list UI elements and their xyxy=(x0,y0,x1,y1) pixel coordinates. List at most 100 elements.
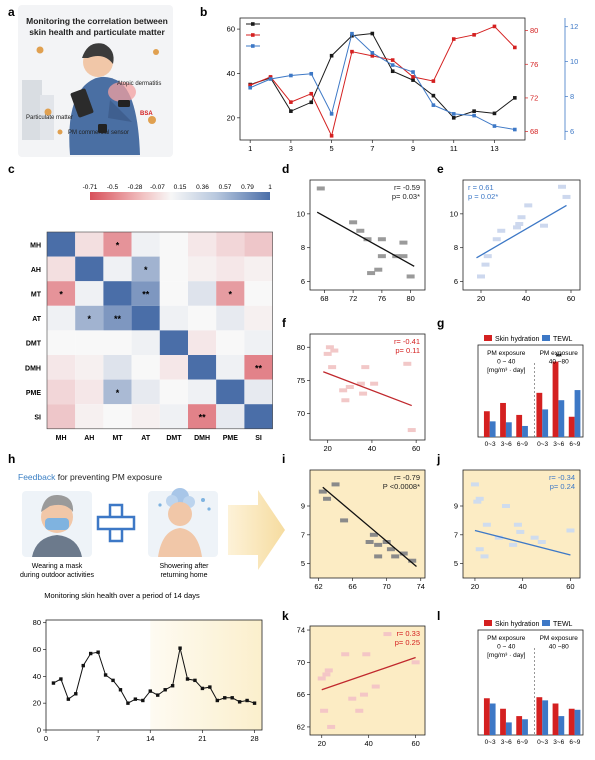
legend-label: TEWL xyxy=(553,336,573,343)
x-tick-label: 40 xyxy=(368,444,376,453)
y-tick-label: 8 xyxy=(301,243,305,252)
stats-label: r= 0.33 xyxy=(396,629,420,638)
scatter-point xyxy=(369,532,378,537)
x-tick-label: 13 xyxy=(490,144,498,153)
scatter-point xyxy=(383,632,392,637)
data-point-pm xyxy=(513,96,517,100)
heatmap-cell xyxy=(131,281,160,306)
heatmap-cell xyxy=(188,404,217,429)
legend-label: TEWL xyxy=(553,621,573,628)
heatmap-cell xyxy=(216,379,245,405)
bar-skin-hydration xyxy=(500,708,506,735)
heatmap-cell xyxy=(188,232,217,257)
scatter-point xyxy=(473,499,482,504)
category-label: 0~3 xyxy=(485,739,496,746)
y-tick-label: 70 xyxy=(297,658,305,667)
footer-monitoring-text: Monitoring skin health over a period of … xyxy=(44,591,200,600)
panel-letter-c: c xyxy=(8,162,15,176)
y-tick-label: 0 xyxy=(37,726,41,735)
plot-frame xyxy=(309,333,426,441)
plus-icon xyxy=(96,503,136,543)
data-point-tewl xyxy=(248,85,252,90)
data-point-pm xyxy=(118,688,123,692)
stats-label: r= -0.34 xyxy=(549,473,575,482)
heatmap-row-label: AT xyxy=(32,316,42,323)
scatter-point xyxy=(399,254,408,259)
y-left-tick-label: 60 xyxy=(227,25,235,34)
heatmap-cell xyxy=(75,379,104,405)
scatter-point xyxy=(363,237,372,242)
data-point-hydration xyxy=(492,24,497,29)
data-point-pm xyxy=(133,697,138,701)
heatmap-cell xyxy=(159,281,188,306)
stats-label: p= 0.24 xyxy=(550,482,575,491)
data-point-pm xyxy=(215,698,220,703)
heatmap-cell xyxy=(75,404,104,429)
heatmap-cell xyxy=(216,232,245,257)
data-point-pm xyxy=(411,78,415,82)
scatter-point xyxy=(356,381,365,386)
scatter-point xyxy=(408,558,417,563)
particle-icon xyxy=(148,116,156,124)
scatter-point xyxy=(377,254,386,259)
stats-label: r = 0.61 xyxy=(468,183,494,192)
heatmap-row-label: SI xyxy=(34,415,41,422)
bsa-sensor-device xyxy=(118,100,130,107)
colorbar-tick-label: -0.71 xyxy=(83,184,98,191)
scatter-point xyxy=(411,660,420,665)
data-point-pm xyxy=(252,701,257,705)
bar-tewl xyxy=(489,703,496,735)
heatmap-cell xyxy=(131,232,160,257)
data-point-pm xyxy=(451,116,456,120)
heatmap-cell xyxy=(244,330,273,355)
bar-skin-hydration xyxy=(568,416,575,437)
scatter-point xyxy=(359,391,368,396)
group-label: [mg/m³ · day] xyxy=(487,652,525,659)
y-right2-tick-label: 6 xyxy=(570,127,574,136)
scatter-point xyxy=(386,547,395,552)
shower-person-body xyxy=(158,528,202,557)
y-tick-label: 66 xyxy=(297,690,305,699)
person-hair xyxy=(82,43,114,64)
colorbar-tick-label: 1 xyxy=(268,184,272,191)
regression-line xyxy=(476,204,567,259)
x-tick-label: 14 xyxy=(146,734,154,743)
mask-person-hair xyxy=(41,494,74,512)
scatter-point xyxy=(371,684,380,689)
face-mask-icon xyxy=(45,518,69,530)
series-line-pm xyxy=(53,648,255,704)
bar-skin-hydration xyxy=(536,697,543,735)
data-point-pm xyxy=(74,692,78,696)
building-shape xyxy=(40,95,54,140)
category-label: 0~3 xyxy=(537,441,548,448)
scatter-point xyxy=(470,482,479,487)
heatmap-col-label: AT xyxy=(141,435,151,442)
x-tick-label: 72 xyxy=(349,294,357,303)
heatmap-cell xyxy=(159,256,188,282)
caption-shower-line2: returning home xyxy=(160,572,207,579)
scatter-point xyxy=(406,274,415,279)
data-point-hydration xyxy=(329,133,334,138)
x-tick-label: 60 xyxy=(411,739,419,748)
heatmap-cell xyxy=(216,281,245,306)
data-point-pm xyxy=(51,681,56,685)
bar-skin-hydration xyxy=(483,411,490,437)
water-drop-icon xyxy=(158,503,162,507)
heatmap-cell xyxy=(188,355,217,380)
label-particulate-matter: Particulate matter xyxy=(26,115,73,121)
heatmap-cell xyxy=(244,305,273,331)
caption-mask-line1: Wearing a mask xyxy=(32,563,83,570)
chart-k-scatter: 20 40 60 62 66 70 74 r= 0.33p= 0.25 xyxy=(297,626,426,748)
data-point-tewl xyxy=(329,112,334,116)
category-label: 6~9 xyxy=(569,739,580,746)
data-point-tewl xyxy=(289,73,293,78)
heatmap-cell xyxy=(103,355,132,380)
plot-frame xyxy=(477,344,584,438)
heatmap-cell xyxy=(159,379,188,405)
heatmap-col-label: SI xyxy=(255,435,262,442)
bar-tewl xyxy=(505,722,512,735)
bar-tewl xyxy=(574,709,581,735)
scatter-point xyxy=(331,482,340,487)
scatter-point xyxy=(323,496,332,501)
scatter-point xyxy=(325,345,334,350)
